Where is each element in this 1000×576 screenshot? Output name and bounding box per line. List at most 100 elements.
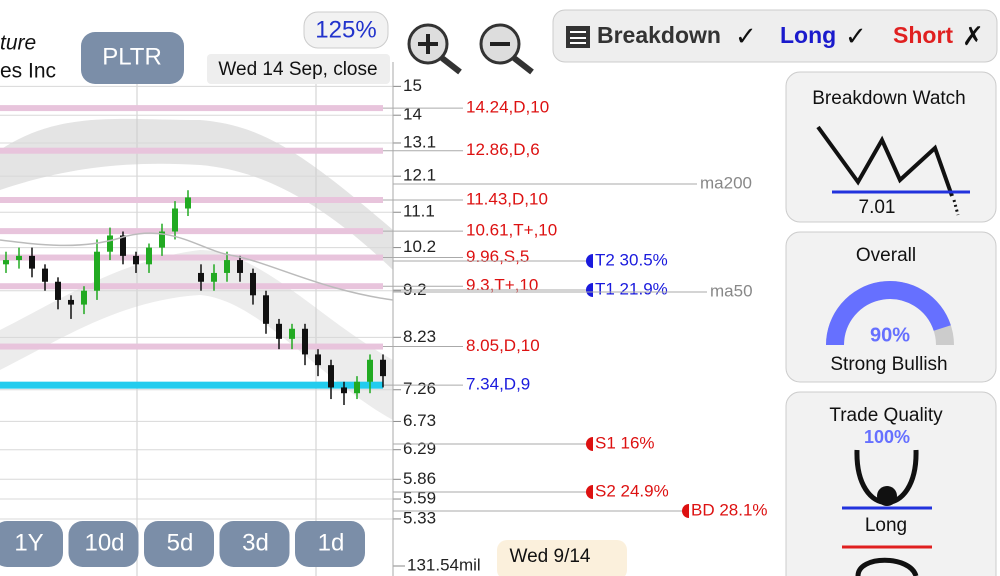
toggle-state: ✓	[735, 21, 757, 51]
period-button[interactable]	[295, 521, 365, 567]
candle-body	[68, 299, 74, 305]
candle-body	[133, 255, 139, 265]
candle-body	[55, 281, 61, 300]
candle-body	[276, 323, 282, 339]
zoom-in[interactable]	[407, 23, 462, 75]
candle-body	[341, 387, 347, 394]
y-tick-label: 14	[403, 105, 422, 124]
y-tick-label: 13.1	[403, 132, 436, 151]
candle-body	[3, 260, 9, 265]
level-band	[0, 381, 383, 389]
ma-label: ma200	[700, 173, 752, 192]
toggle-breakdown[interactable]: Breakdown	[597, 22, 721, 48]
candle-body	[211, 272, 217, 282]
marker-cap	[586, 485, 593, 499]
toggle-state: ✗	[962, 21, 984, 51]
y-tick-label: 10.2	[403, 237, 436, 256]
panel-title: Trade Quality	[829, 405, 943, 426]
period-button[interactable]	[219, 521, 290, 567]
direction: Long	[865, 515, 907, 536]
level-band	[0, 147, 383, 154]
level-label: 11.43,D,10	[466, 189, 548, 208]
level-band	[0, 283, 383, 290]
candle-body	[185, 197, 191, 209]
candle-body	[302, 328, 308, 355]
marker-label: T2 30.5%	[595, 250, 668, 269]
quality-icon	[855, 557, 919, 576]
level-label: 8.05,D,10	[466, 336, 540, 355]
toggle-long[interactable]: Long	[780, 22, 836, 48]
candle-body	[354, 381, 360, 394]
ticker-button[interactable]	[81, 32, 184, 84]
level-band	[0, 254, 383, 261]
period-label: 5d	[167, 529, 194, 556]
level-label: 7.34,D,9	[466, 375, 530, 394]
marker-label: BD 28.1%	[691, 500, 768, 519]
toggle-state: ✓	[845, 21, 867, 51]
date-box	[207, 54, 390, 84]
breakdown-icon	[816, 125, 954, 197]
candle-body	[224, 260, 230, 273]
marker-label: S1 16%	[595, 433, 655, 452]
zoom-level: 125%	[315, 16, 376, 43]
y-tick-label: 6.29	[403, 439, 436, 458]
marker-cap	[586, 283, 593, 297]
marker-cap	[586, 437, 593, 451]
y-tick-label: 5.33	[403, 508, 436, 527]
marker-cap	[682, 504, 689, 518]
marker-label: S2 24.9%	[595, 481, 669, 500]
level-band	[0, 196, 383, 203]
candle-body	[263, 295, 269, 324]
breakdown-icon	[566, 26, 590, 48]
panel	[785, 391, 997, 576]
candle-body	[94, 251, 100, 291]
level-band	[0, 228, 383, 235]
company-name: ture	[0, 32, 36, 55]
period-label: 3d	[242, 529, 269, 556]
marker-label: T1 21.9%	[595, 279, 668, 298]
volume-label: 131.54mil	[407, 555, 481, 574]
panel-title: Breakdown Watch	[812, 88, 965, 109]
period-label: 10d	[84, 529, 124, 556]
quality-value: 100%	[864, 427, 910, 447]
candle-body	[120, 235, 126, 256]
period-button[interactable]	[0, 521, 63, 567]
candle-body	[16, 255, 22, 261]
y-tick-label: 12.1	[403, 166, 436, 185]
period-button[interactable]	[68, 521, 139, 567]
level-label: 9.96,S,5	[466, 247, 529, 266]
breakdown-value: 7.01	[859, 197, 896, 218]
period-label: 1d	[318, 529, 345, 556]
candle-body	[237, 260, 243, 273]
candle-body	[146, 247, 152, 265]
quality-ball	[877, 486, 897, 506]
y-tick-label: 6.73	[403, 411, 436, 430]
candle-body	[172, 208, 178, 232]
toggle-short[interactable]: Short	[893, 22, 953, 48]
plot-background	[0, 62, 393, 576]
toggle-bar	[552, 9, 998, 63]
candle-body	[107, 235, 113, 252]
gauge-fill	[826, 281, 951, 346]
y-tick-label: 5.86	[403, 469, 436, 488]
level-band	[0, 105, 383, 112]
level-label: 10.61,T+,10	[466, 221, 557, 240]
candle-body	[315, 354, 321, 366]
zoom-level-box[interactable]	[303, 11, 389, 49]
y-tick-label: 8.23	[403, 327, 436, 346]
candle-body	[29, 255, 35, 269]
candle-body	[328, 365, 334, 388]
candle-body	[289, 328, 295, 339]
ma-label: ma50	[710, 281, 753, 300]
ma-envelope	[0, 250, 393, 420]
candle-body	[367, 359, 373, 382]
company-name: es Inc	[0, 60, 56, 83]
panel	[785, 71, 997, 223]
date-tag	[497, 540, 627, 576]
candle-body	[250, 272, 256, 296]
zoom-out[interactable]	[479, 23, 534, 75]
y-tick-label: 15	[403, 76, 422, 95]
period-button[interactable]	[144, 521, 214, 567]
